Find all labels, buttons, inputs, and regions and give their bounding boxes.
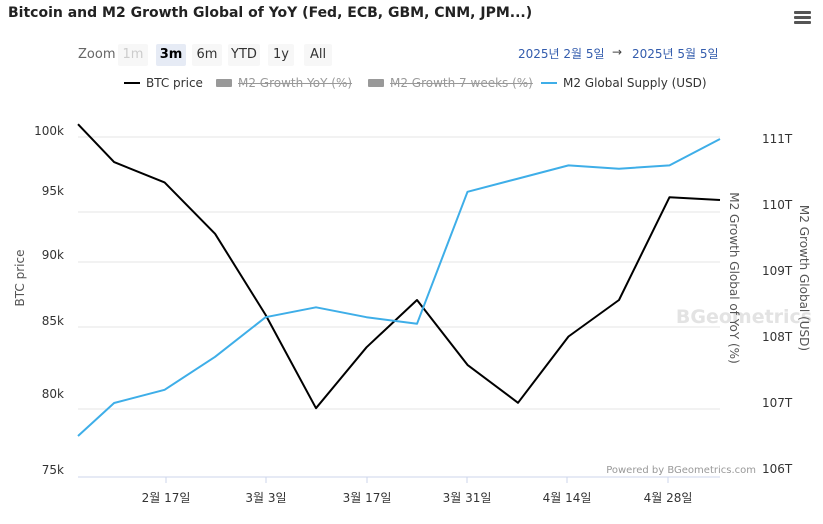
chart-title: Bitcoin and M2 Growth Global of YoY (Fed… (8, 5, 533, 21)
right-tick-label: 110T (762, 198, 793, 212)
legend-item[interactable]: M2 Global Supply (USD) (541, 76, 707, 90)
zoom-button-ytd[interactable]: YTD (228, 44, 260, 66)
left-tick-label: 80k (42, 387, 64, 401)
left-axis-title: BTC price (13, 250, 27, 307)
legend-symbol (216, 79, 232, 87)
range-arrow: → (612, 45, 623, 59)
right-tick-label: 108T (762, 330, 793, 344)
legend-item[interactable]: M2 Growth 7 weeks (%) (368, 76, 533, 90)
x-tick-label: 3월 3일 (245, 491, 286, 505)
right-tick-label: 107T (762, 396, 793, 410)
x-tick-label: 3월 17일 (343, 491, 392, 505)
watermark: BGeometrics (676, 306, 812, 328)
right-tick-label: 109T (762, 264, 793, 278)
range-from[interactable]: 2025년 2월 5일 (518, 47, 605, 61)
legend-label: BTC price (146, 76, 203, 90)
hamburger-icon[interactable] (794, 11, 811, 25)
zoom-button-1y[interactable]: 1y (268, 44, 294, 66)
left-tick-label: 75k (42, 463, 64, 477)
legend-label: M2 Global Supply (USD) (563, 76, 707, 90)
left-tick-label: 100k (34, 124, 64, 138)
right-tick-label: 111T (762, 132, 793, 146)
credits-link[interactable]: Powered by BGeometrics.com (606, 465, 756, 476)
right-axis-title-1: M2 Growth Global of YoY (%) (727, 192, 741, 364)
legend-symbol (124, 82, 140, 84)
legend-symbol (541, 82, 557, 84)
x-tick-label: 3월 31일 (443, 491, 492, 505)
zoom-button-6m[interactable]: 6m (192, 44, 222, 66)
x-tick-label: 4월 28일 (644, 491, 693, 505)
zoom-label: Zoom (78, 47, 116, 62)
left-tick-label: 85k (42, 314, 64, 328)
legend-label: M2 Growth 7 weeks (%) (390, 76, 533, 90)
m2-global-supply-line[interactable] (77, 138, 721, 437)
legend-symbol (368, 79, 384, 87)
left-tick-label: 90k (42, 248, 64, 262)
right-axis-title-2: M2 Growth Global (USD) (797, 205, 811, 351)
x-tick-label: 2월 17일 (142, 491, 191, 505)
legend-item[interactable]: M2 Growth YoY (%) (216, 76, 352, 90)
zoom-button-3m[interactable]: 3m (156, 44, 186, 66)
left-tick-label: 95k (42, 184, 64, 198)
x-tick-label: 4월 14일 (543, 491, 592, 505)
range-to[interactable]: 2025년 5월 5일 (632, 47, 719, 61)
zoom-button-all[interactable]: All (304, 44, 332, 66)
legend-label: M2 Growth YoY (%) (238, 76, 353, 90)
legend-item[interactable]: BTC price (124, 76, 203, 90)
btc-price-line[interactable] (77, 123, 721, 410)
right-tick-label: 106T (762, 462, 793, 476)
zoom-button-1m[interactable]: 1m (118, 44, 148, 66)
